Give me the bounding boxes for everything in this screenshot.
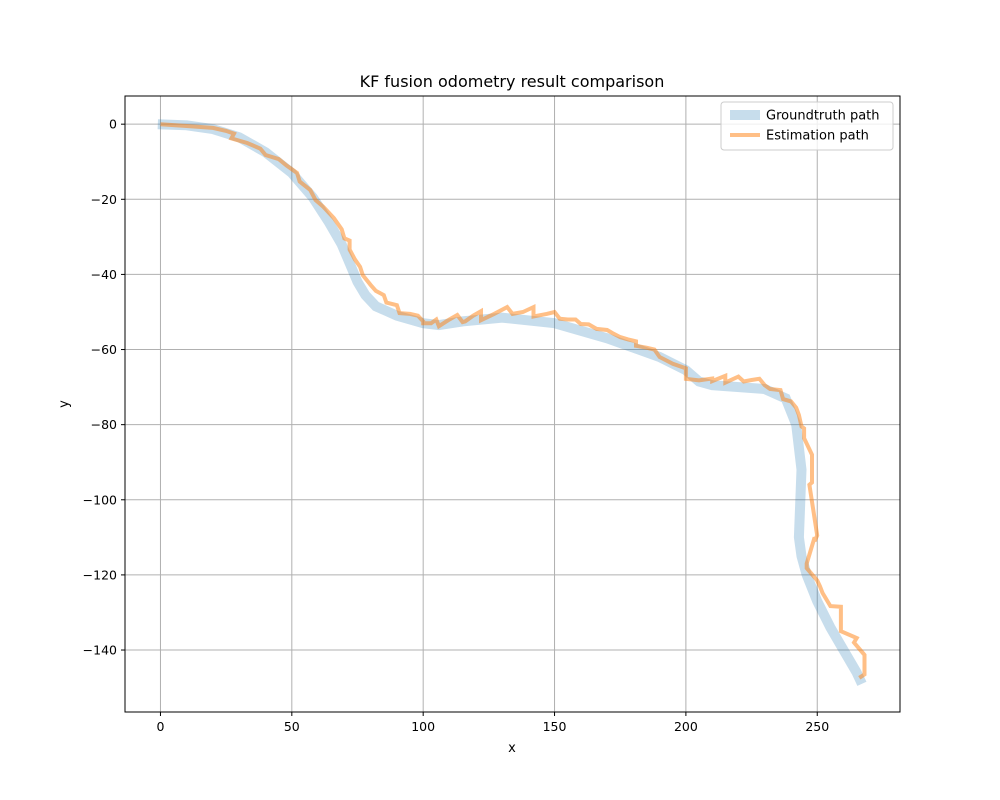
x-axis-label: x	[508, 741, 516, 756]
axis-ticks: 0 50 100 150 200 250 0 −20 −40 −60 −80 −100 −120 −140	[83, 117, 830, 734]
plot-area-background	[125, 96, 900, 712]
estimation-path-line	[160, 122, 867, 680]
x-tick-label: 100	[411, 719, 435, 734]
chart-title: KF fusion odometry result comparison	[360, 72, 665, 91]
y-tick-label: −20	[91, 192, 117, 207]
legend-label-groundtruth: Groundtruth path	[766, 109, 880, 124]
x-tick-label: 50	[284, 719, 300, 734]
y-tick-label: 0	[109, 117, 117, 132]
y-tick-label: −80	[91, 417, 117, 432]
y-tick-label: −140	[83, 643, 117, 658]
y-tick-label: −120	[83, 567, 117, 582]
legend: Groundtruth path Estimation path	[720, 101, 894, 151]
y-tick-label: −60	[91, 342, 117, 357]
x-tick-label: 150	[543, 719, 567, 734]
y-tick-label: −100	[83, 492, 117, 507]
x-tick-label: 250	[805, 719, 829, 734]
y-axis-label: y	[57, 400, 72, 408]
groundtruth-path-line	[157, 119, 867, 686]
legend-label-estimation: Estimation path	[766, 129, 869, 144]
x-tick-label: 200	[674, 719, 698, 734]
plot-area-frame	[124, 95, 901, 713]
plot-series	[157, 119, 867, 686]
grid	[125, 96, 900, 712]
x-tick-label: 0	[156, 719, 164, 734]
legend-box	[720, 101, 894, 151]
y-tick-label: −40	[91, 267, 117, 282]
